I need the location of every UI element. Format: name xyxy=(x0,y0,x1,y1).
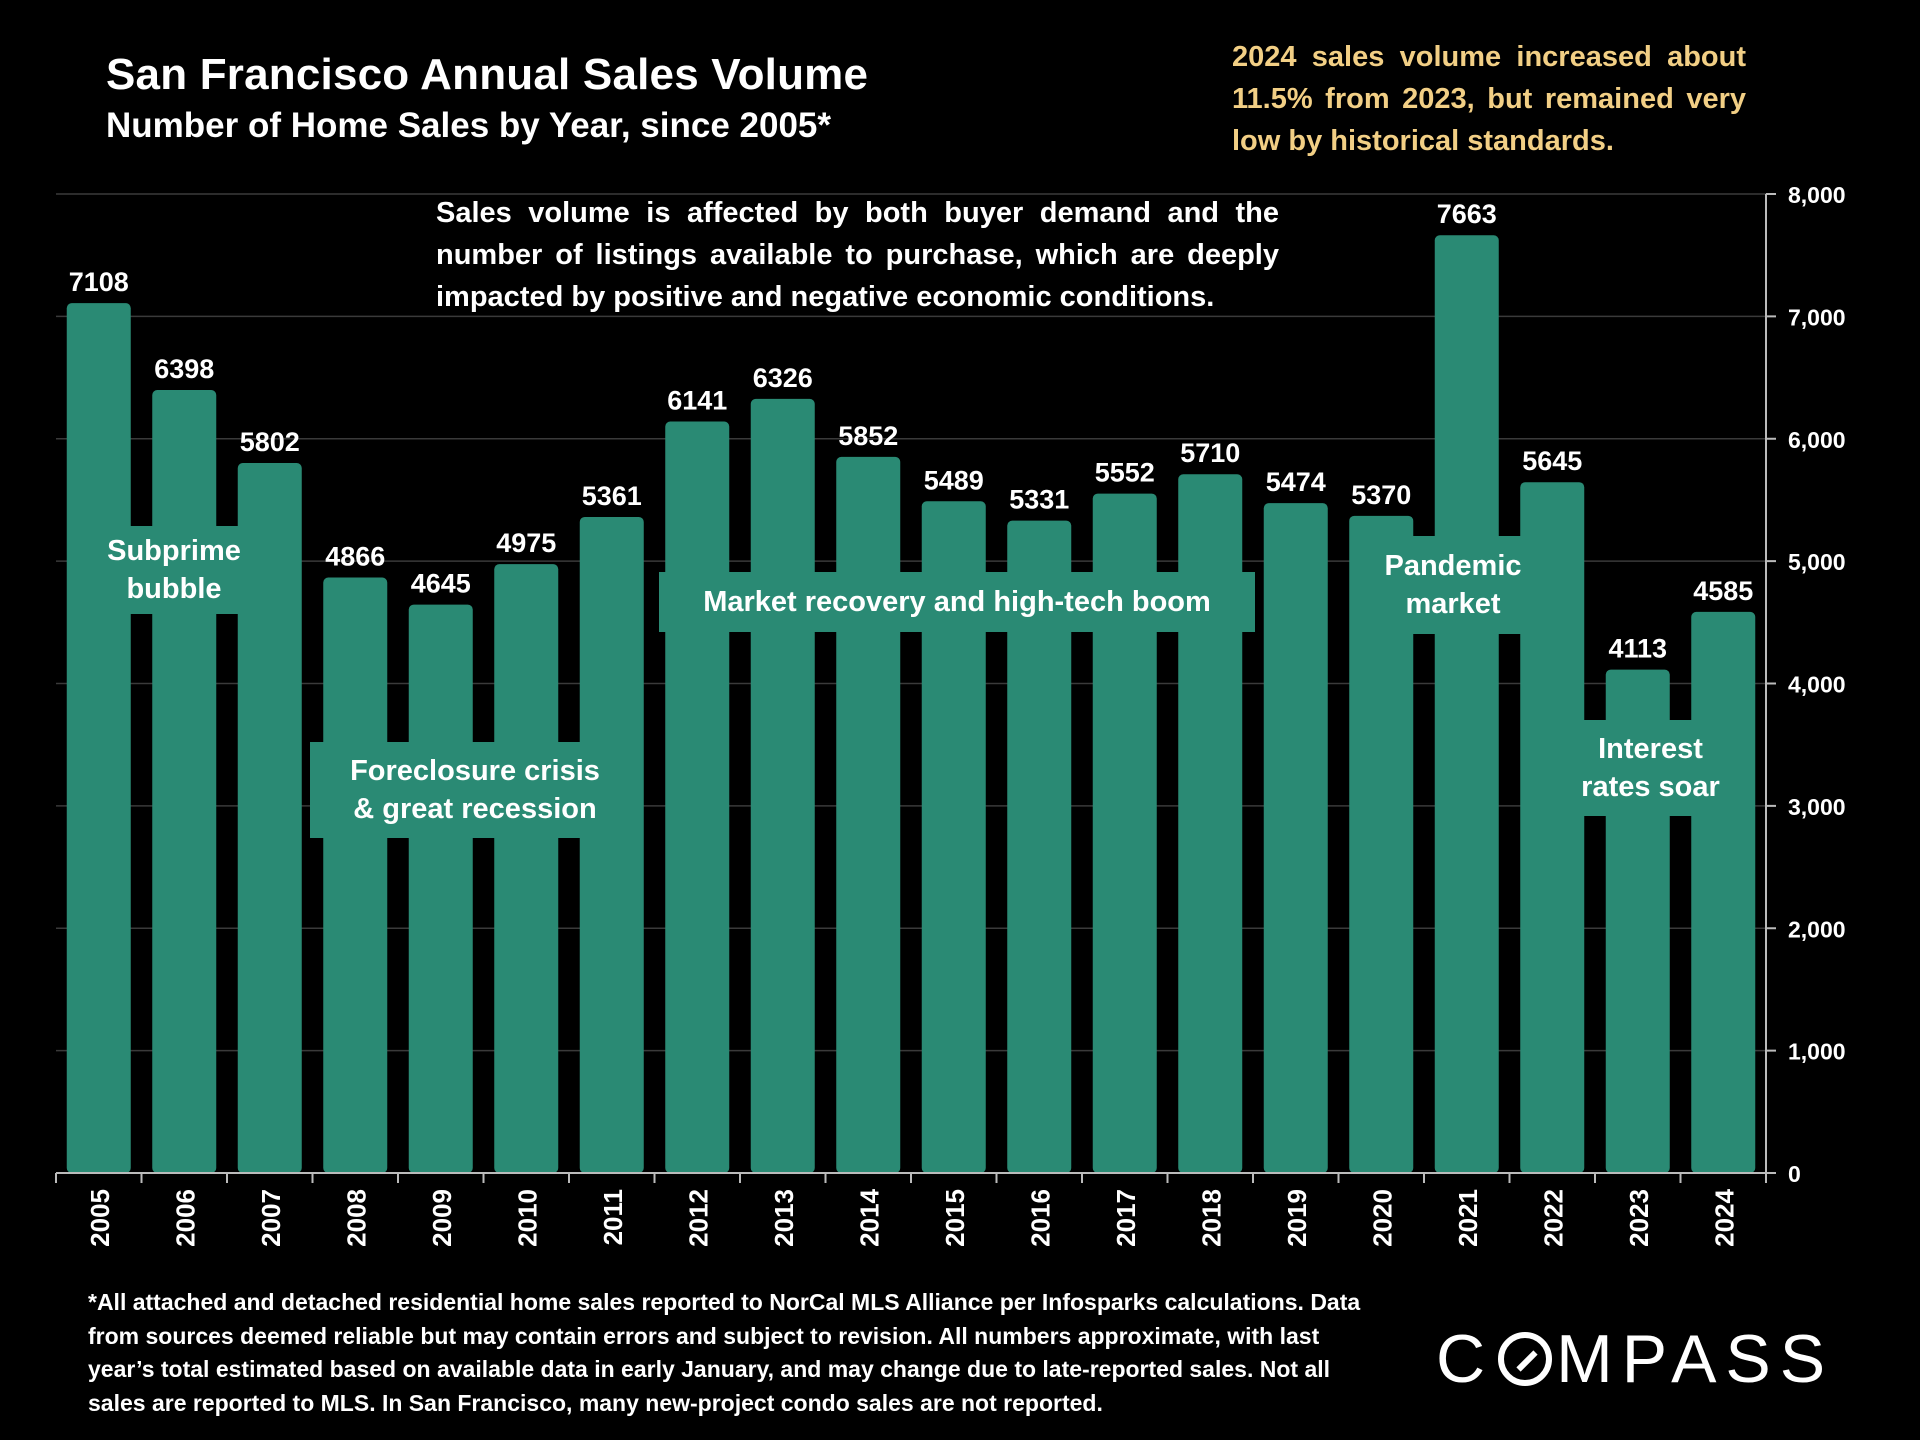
bar xyxy=(1263,503,1328,1173)
data-label: 7108 xyxy=(69,267,129,297)
data-label: 4585 xyxy=(1693,576,1753,606)
data-label: 5552 xyxy=(1095,458,1155,488)
data-label: 4113 xyxy=(1608,634,1667,664)
bar xyxy=(1007,520,1072,1173)
annotation-recovery: Market recovery and high-tech boom xyxy=(659,572,1255,632)
bar xyxy=(66,303,131,1173)
chart-note: Sales volume is affected by both buyer d… xyxy=(436,197,1279,313)
annotation-interest: Interest rates soar xyxy=(1567,720,1734,816)
x-tick-label: 2021 xyxy=(1453,1189,1483,1247)
callout-text: 2024 sales volume increased about 11.5% … xyxy=(1232,41,1746,157)
bar xyxy=(408,604,473,1173)
chart-subtitle: Number of Home Sales by Year, since 2005… xyxy=(106,106,832,145)
x-tick-label: 2009 xyxy=(427,1189,457,1247)
data-label: 5645 xyxy=(1522,446,1582,476)
bar xyxy=(1520,482,1585,1173)
bar xyxy=(1178,474,1243,1173)
x-tick-label: 2018 xyxy=(1196,1189,1226,1247)
x-tick-label: 2013 xyxy=(769,1189,799,1247)
y-tick-label: 0 xyxy=(1788,1161,1801,1187)
data-label: 4975 xyxy=(496,528,556,558)
data-label: 6141 xyxy=(667,385,727,415)
annotation-foreclosure: Foreclosure crisis & great recession xyxy=(310,742,640,838)
x-tick-label: 2011 xyxy=(598,1189,628,1245)
data-label: 5802 xyxy=(240,427,300,457)
x-tick-label: 2005 xyxy=(85,1189,115,1247)
data-label: 4645 xyxy=(411,569,471,599)
bar xyxy=(237,462,302,1174)
bar xyxy=(323,577,388,1173)
data-label: 6398 xyxy=(154,354,214,384)
y-tick-label: 1,000 xyxy=(1788,1039,1846,1065)
bar xyxy=(1092,493,1157,1174)
logo-text-end: MPASS xyxy=(1556,1321,1835,1397)
bar xyxy=(921,501,986,1173)
x-tick-label: 2017 xyxy=(1111,1189,1141,1247)
data-label: 5331 xyxy=(1009,485,1069,515)
data-label: 5710 xyxy=(1180,438,1240,468)
data-label: 7663 xyxy=(1437,199,1497,229)
data-label: 5361 xyxy=(582,481,642,511)
bar xyxy=(152,390,217,1173)
x-tick-label: 2024 xyxy=(1709,1188,1739,1246)
x-tick-label: 2023 xyxy=(1624,1189,1654,1247)
chart-title: San Francisco Annual Sales Volume xyxy=(106,50,869,99)
bar xyxy=(665,421,730,1173)
x-tick-label: 2020 xyxy=(1367,1189,1397,1247)
bar xyxy=(836,456,901,1173)
bar xyxy=(750,398,815,1174)
y-tick-label: 8,000 xyxy=(1788,182,1846,208)
annotation-subprime: Subprime bubble xyxy=(107,526,241,614)
y-tick-label: 2,000 xyxy=(1788,916,1846,942)
logo-text-start: C xyxy=(1436,1321,1495,1397)
data-label: 5370 xyxy=(1351,480,1411,510)
x-tick-label: 2019 xyxy=(1282,1189,1312,1247)
x-tick-label: 2006 xyxy=(170,1189,200,1247)
x-tick-label: 2015 xyxy=(940,1189,970,1247)
x-tick-label: 2014 xyxy=(854,1188,884,1246)
x-tick-label: 2010 xyxy=(512,1189,542,1247)
bar xyxy=(579,516,644,1173)
x-tick-label: 2012 xyxy=(683,1189,713,1247)
x-tick-label: 2008 xyxy=(341,1189,371,1247)
annotation-pandemic: Pandemic market xyxy=(1372,536,1534,634)
x-tick-label: 2016 xyxy=(1025,1189,1055,1247)
data-label: 5489 xyxy=(924,465,984,495)
bar xyxy=(1349,515,1414,1173)
compass-o-icon xyxy=(1498,1332,1553,1386)
footnote: *All attached and detached residential h… xyxy=(88,1289,1361,1416)
data-label: 6326 xyxy=(753,363,813,393)
bar xyxy=(1691,611,1756,1173)
bar xyxy=(494,564,559,1173)
y-tick-label: 7,000 xyxy=(1788,304,1846,330)
y-tick-label: 5,000 xyxy=(1788,549,1846,575)
data-label: 4866 xyxy=(325,542,385,572)
data-label: 5852 xyxy=(838,421,898,451)
y-tick-label: 4,000 xyxy=(1788,672,1846,698)
data-label: 5474 xyxy=(1266,467,1326,497)
x-tick-label: 2022 xyxy=(1538,1189,1568,1247)
y-tick-label: 6,000 xyxy=(1788,427,1846,453)
x-tick-label: 2007 xyxy=(256,1189,286,1247)
compass-logo: C MPASS xyxy=(1436,1320,1834,1398)
bar xyxy=(1434,235,1499,1174)
y-tick-label: 3,000 xyxy=(1788,794,1846,820)
